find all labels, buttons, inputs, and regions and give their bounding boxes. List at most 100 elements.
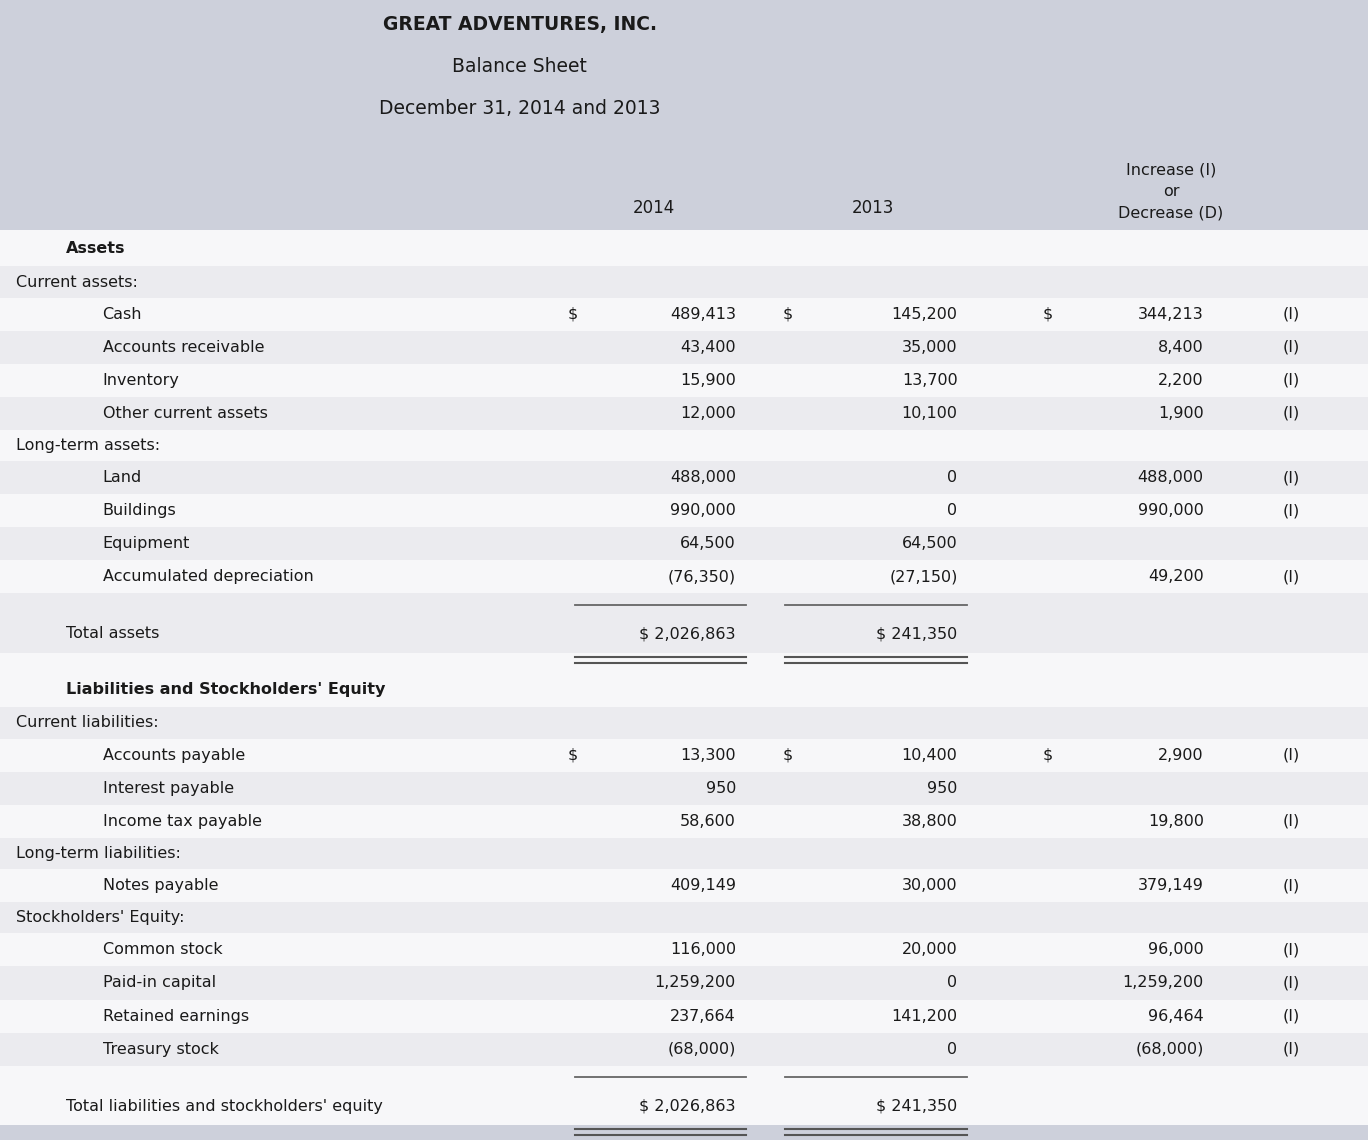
Bar bbox=[0, 364, 1368, 397]
Text: 489,413: 489,413 bbox=[670, 307, 736, 321]
Bar bbox=[0, 838, 1368, 869]
Text: $ 241,350: $ 241,350 bbox=[877, 626, 958, 641]
Text: (I): (I) bbox=[1282, 470, 1300, 486]
Text: 2,900: 2,900 bbox=[1159, 748, 1204, 763]
Text: 30,000: 30,000 bbox=[902, 878, 958, 893]
Text: $: $ bbox=[1042, 748, 1052, 763]
Bar bbox=[0, 707, 1368, 739]
Text: 990,000: 990,000 bbox=[1138, 503, 1204, 519]
Bar bbox=[0, 967, 1368, 1000]
Text: Accumulated depreciation: Accumulated depreciation bbox=[103, 569, 313, 585]
Bar bbox=[0, 653, 1368, 671]
Text: Paid-in capital: Paid-in capital bbox=[103, 976, 216, 991]
Text: Interest payable: Interest payable bbox=[103, 781, 234, 796]
Text: (I): (I) bbox=[1282, 569, 1300, 585]
Text: 35,000: 35,000 bbox=[902, 340, 958, 355]
Text: 0: 0 bbox=[948, 976, 958, 991]
Text: 379,149: 379,149 bbox=[1138, 878, 1204, 893]
Text: $ 241,350: $ 241,350 bbox=[877, 1099, 958, 1114]
Bar bbox=[0, 772, 1368, 805]
Text: Income tax payable: Income tax payable bbox=[103, 814, 261, 829]
Bar bbox=[0, 1088, 1368, 1125]
Text: 409,149: 409,149 bbox=[670, 878, 736, 893]
Text: 13,700: 13,700 bbox=[902, 373, 958, 388]
Text: Balance Sheet: Balance Sheet bbox=[453, 57, 587, 76]
Bar bbox=[0, 230, 1368, 267]
Text: December 31, 2014 and 2013: December 31, 2014 and 2013 bbox=[379, 99, 661, 119]
Text: 19,800: 19,800 bbox=[1148, 814, 1204, 829]
Text: 237,664: 237,664 bbox=[670, 1009, 736, 1024]
Text: 15,900: 15,900 bbox=[680, 373, 736, 388]
Bar bbox=[0, 869, 1368, 902]
Text: Total assets: Total assets bbox=[66, 626, 159, 641]
Text: (I): (I) bbox=[1282, 1009, 1300, 1024]
Text: GREAT ADVENTURES, INC.: GREAT ADVENTURES, INC. bbox=[383, 15, 657, 34]
Bar bbox=[0, 462, 1368, 495]
Text: Total liabilities and stockholders' equity: Total liabilities and stockholders' equi… bbox=[66, 1099, 383, 1114]
Text: 990,000: 990,000 bbox=[670, 503, 736, 519]
Bar bbox=[0, 430, 1368, 462]
Bar bbox=[0, 1125, 1368, 1140]
Text: Common stock: Common stock bbox=[103, 943, 222, 958]
Bar bbox=[0, 0, 1368, 155]
Bar bbox=[0, 805, 1368, 838]
Bar bbox=[0, 267, 1368, 298]
Text: (68,000): (68,000) bbox=[668, 1042, 736, 1057]
Text: 344,213: 344,213 bbox=[1138, 307, 1204, 321]
Text: 64,500: 64,500 bbox=[680, 536, 736, 552]
Bar bbox=[0, 902, 1368, 934]
Text: 8,400: 8,400 bbox=[1159, 340, 1204, 355]
Bar bbox=[0, 934, 1368, 967]
Bar bbox=[0, 397, 1368, 430]
Text: Retained earnings: Retained earnings bbox=[103, 1009, 249, 1024]
Text: (I): (I) bbox=[1282, 748, 1300, 763]
Bar bbox=[0, 331, 1368, 364]
Text: 0: 0 bbox=[948, 470, 958, 486]
Text: 2,200: 2,200 bbox=[1159, 373, 1204, 388]
Text: Treasury stock: Treasury stock bbox=[103, 1042, 219, 1057]
Text: Accounts payable: Accounts payable bbox=[103, 748, 245, 763]
Text: 0: 0 bbox=[948, 1042, 958, 1057]
Bar bbox=[0, 155, 1368, 230]
Text: (I): (I) bbox=[1282, 943, 1300, 958]
Text: (I): (I) bbox=[1282, 976, 1300, 991]
Bar bbox=[0, 1066, 1368, 1088]
Text: 145,200: 145,200 bbox=[892, 307, 958, 321]
Bar bbox=[0, 593, 1368, 614]
Text: 38,800: 38,800 bbox=[902, 814, 958, 829]
Text: (I): (I) bbox=[1282, 340, 1300, 355]
Text: Decrease (D): Decrease (D) bbox=[1119, 205, 1223, 220]
Text: $: $ bbox=[782, 307, 792, 321]
Text: (I): (I) bbox=[1282, 373, 1300, 388]
Text: 950: 950 bbox=[706, 781, 736, 796]
Text: 10,100: 10,100 bbox=[902, 406, 958, 421]
Text: (68,000): (68,000) bbox=[1135, 1042, 1204, 1057]
Text: 2013: 2013 bbox=[852, 200, 893, 217]
Text: 950: 950 bbox=[928, 781, 958, 796]
Text: Other current assets: Other current assets bbox=[103, 406, 268, 421]
Text: Liabilities and Stockholders' Equity: Liabilities and Stockholders' Equity bbox=[66, 682, 384, 697]
Text: Inventory: Inventory bbox=[103, 373, 179, 388]
Text: or: or bbox=[1163, 184, 1179, 199]
Text: Long-term liabilities:: Long-term liabilities: bbox=[16, 846, 182, 861]
Text: (76,350): (76,350) bbox=[668, 569, 736, 585]
Bar bbox=[0, 614, 1368, 653]
Text: Current liabilities:: Current liabilities: bbox=[16, 716, 159, 731]
Text: Current assets:: Current assets: bbox=[16, 275, 138, 290]
Text: Increase (I): Increase (I) bbox=[1126, 162, 1216, 177]
Text: Buildings: Buildings bbox=[103, 503, 176, 519]
Text: (27,150): (27,150) bbox=[889, 569, 958, 585]
Text: $: $ bbox=[568, 307, 577, 321]
Text: 12,000: 12,000 bbox=[680, 406, 736, 421]
Text: 116,000: 116,000 bbox=[670, 943, 736, 958]
Text: (I): (I) bbox=[1282, 503, 1300, 519]
Text: 20,000: 20,000 bbox=[902, 943, 958, 958]
Text: (I): (I) bbox=[1282, 406, 1300, 421]
Bar bbox=[0, 1033, 1368, 1066]
Text: 1,259,200: 1,259,200 bbox=[655, 976, 736, 991]
Text: 96,000: 96,000 bbox=[1148, 943, 1204, 958]
Text: 2014: 2014 bbox=[633, 200, 674, 217]
Text: 1,259,200: 1,259,200 bbox=[1123, 976, 1204, 991]
Text: Notes payable: Notes payable bbox=[103, 878, 218, 893]
Text: 64,500: 64,500 bbox=[902, 536, 958, 552]
